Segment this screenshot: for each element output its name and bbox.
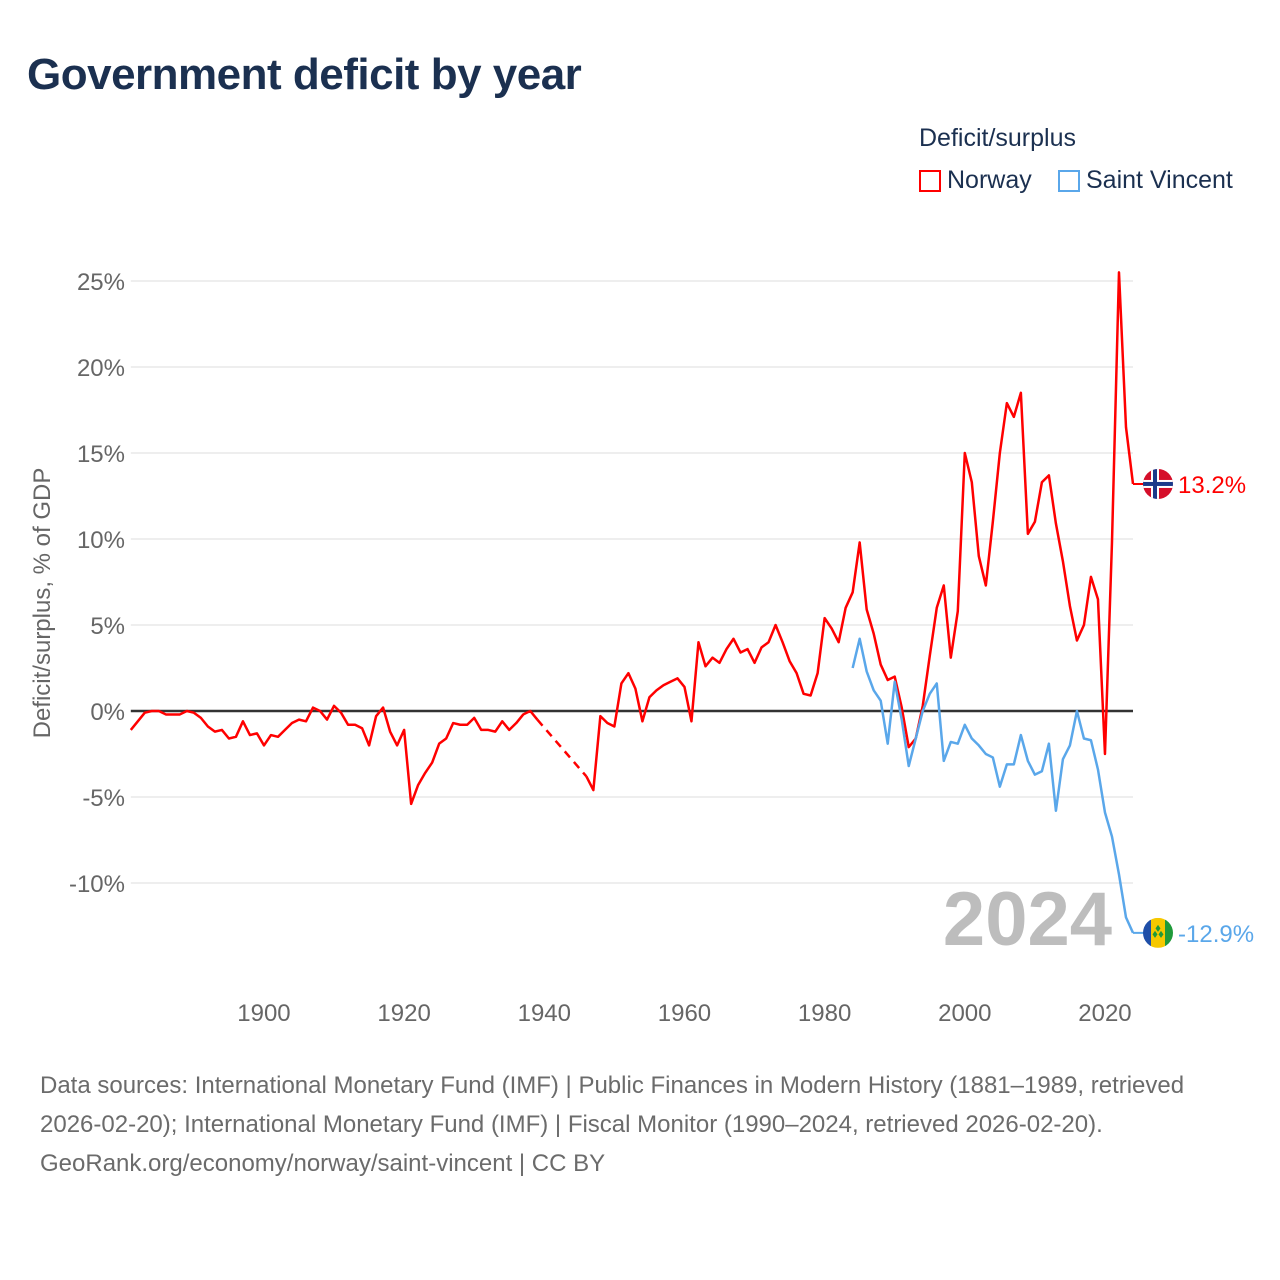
y-tick-label: -10% bbox=[69, 871, 125, 898]
legend-swatch-saint-vincent bbox=[1058, 169, 1080, 192]
saint-vincent-flag-icon bbox=[1143, 917, 1173, 948]
y-tick-label: 5% bbox=[90, 613, 125, 640]
x-tick-label: 1960 bbox=[658, 1000, 711, 1027]
page-title: Government deficit by year bbox=[27, 50, 582, 99]
x-tick-label: 1940 bbox=[518, 1000, 571, 1027]
flag-band bbox=[1151, 917, 1165, 948]
x-tick-label: 1980 bbox=[798, 1000, 851, 1027]
flag-diamond bbox=[1158, 930, 1164, 938]
x-tick-label: 1920 bbox=[377, 1000, 430, 1027]
x-tick-label: 2000 bbox=[938, 1000, 991, 1027]
legend-label: Norway bbox=[947, 166, 1032, 194]
x-tick-label: 1900 bbox=[237, 1000, 290, 1027]
legend-title: Deficit/surplus bbox=[919, 124, 1076, 152]
y-axis-label: Deficit/surplus, % of GDP bbox=[29, 468, 56, 739]
flag-diamond bbox=[1152, 930, 1158, 938]
x-tick-label: 2020 bbox=[1078, 1000, 1131, 1027]
flag-cross bbox=[1153, 468, 1157, 499]
year-watermark: 2024 bbox=[943, 877, 1112, 962]
end-value-label: 13.2% bbox=[1178, 472, 1246, 499]
series-line-norway bbox=[585, 271, 1135, 792]
norway-flag-icon bbox=[1143, 468, 1173, 499]
flag-body bbox=[1143, 917, 1173, 948]
y-tick-label: 25% bbox=[77, 269, 125, 296]
flag-band bbox=[1143, 917, 1151, 948]
flag-band bbox=[1165, 917, 1173, 948]
flag-cross bbox=[1143, 481, 1173, 486]
end-value-label: -12.9% bbox=[1178, 921, 1254, 948]
y-tick-label: -5% bbox=[82, 785, 125, 812]
y-tick-label: 0% bbox=[90, 699, 125, 726]
source-link[interactable]: GeoRank.org/economy/norway/saint-vincent… bbox=[40, 1150, 606, 1177]
series-line-norway-gap bbox=[536, 718, 588, 778]
y-tick-label: 10% bbox=[77, 527, 125, 554]
legend-item-norway[interactable]: Norway bbox=[919, 166, 1032, 195]
y-tick-label: 15% bbox=[77, 441, 125, 468]
series-line-norway bbox=[129, 704, 539, 806]
series-line-saint-vincent bbox=[851, 637, 1135, 934]
flag-body bbox=[1143, 468, 1173, 499]
legend-label: Saint Vincent bbox=[1086, 166, 1233, 194]
legend-swatch-norway bbox=[919, 169, 941, 192]
legend-item-saint-vincent[interactable]: Saint Vincent bbox=[1058, 166, 1233, 195]
y-tick-label: 20% bbox=[77, 355, 125, 382]
footer: Data sources: International Monetary Fun… bbox=[40, 1066, 1240, 1183]
data-sources: Data sources: International Monetary Fun… bbox=[40, 1072, 1185, 1138]
flag-diamond bbox=[1155, 924, 1161, 932]
